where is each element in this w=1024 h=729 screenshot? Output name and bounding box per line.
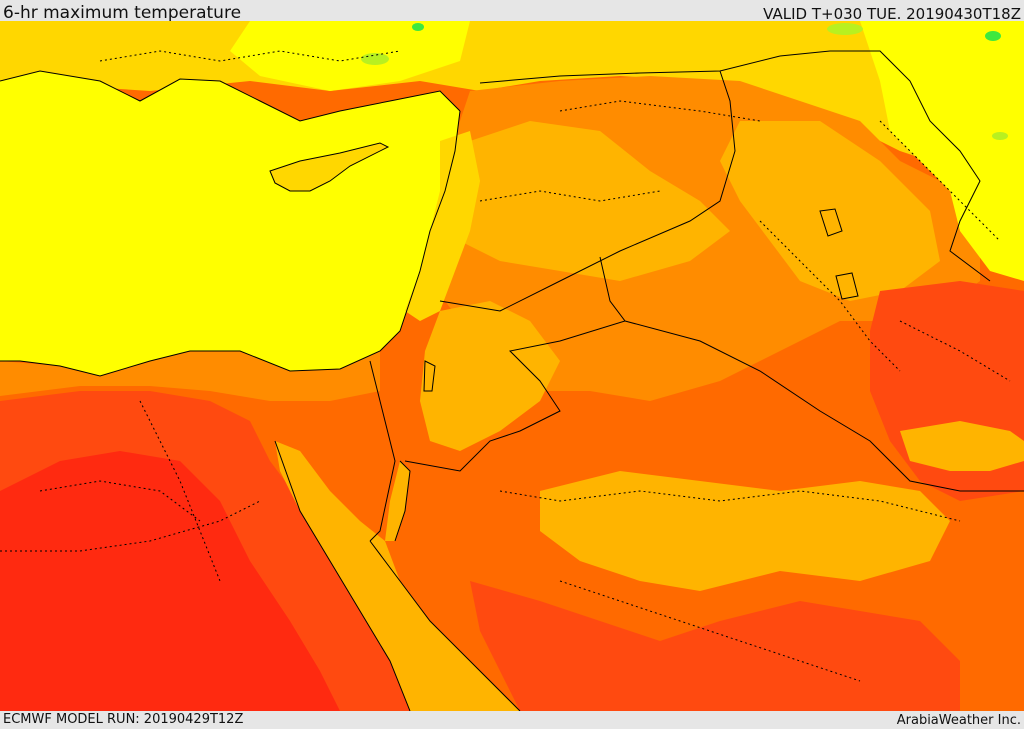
saudi-province-line-1 bbox=[499, 490, 961, 522]
province-lines bbox=[0, 50, 1011, 682]
egypt-province-line-2 bbox=[39, 480, 201, 522]
gulf-of-aqaba bbox=[385, 461, 410, 541]
egypt-province-line-3 bbox=[139, 400, 221, 582]
syria-province-line bbox=[479, 190, 661, 202]
mediterranean-coastline bbox=[0, 110, 461, 377]
saudi-red-zone bbox=[470, 581, 960, 711]
boundary-lines bbox=[0, 50, 1024, 711]
syria-iraq-border bbox=[439, 70, 736, 312]
lake-outline-2 bbox=[835, 272, 859, 300]
turkey-province-line-1 bbox=[559, 100, 761, 122]
aqaba-coast bbox=[394, 460, 411, 542]
green-spot-1 bbox=[361, 53, 389, 65]
credit: ArabiaWeather Inc. bbox=[896, 713, 1021, 728]
egypt-province-line-1 bbox=[0, 500, 261, 552]
sinai-coast bbox=[369, 360, 396, 542]
temperature-map bbox=[0, 21, 1024, 711]
temperature-map-canvas bbox=[0, 21, 1024, 711]
jordan-saudi-border bbox=[404, 256, 626, 472]
iraq-amber bbox=[720, 121, 940, 301]
turkey-yellow bbox=[230, 21, 470, 91]
cyprus-outline bbox=[269, 142, 390, 192]
green-spot-3 bbox=[985, 31, 1001, 41]
northeast-yellow bbox=[860, 21, 1024, 281]
syria-amber bbox=[450, 121, 730, 281]
syria-turkey-border bbox=[479, 55, 781, 84]
green-spot-4 bbox=[412, 23, 424, 31]
iraq-saudi-border bbox=[624, 320, 1024, 492]
lake-outline-1 bbox=[819, 208, 843, 237]
dead-sea-outline bbox=[423, 360, 436, 392]
green-spot-5 bbox=[992, 132, 1008, 140]
iraq-iran-border bbox=[779, 50, 991, 282]
levant-coast-gold bbox=[405, 131, 480, 321]
red-sea bbox=[275, 441, 520, 711]
red-sea-west-coast bbox=[274, 440, 411, 711]
gulf-province-line bbox=[899, 320, 1011, 382]
cyprus-island bbox=[270, 143, 388, 191]
persian-gulf bbox=[900, 421, 1024, 471]
egypt-red-core bbox=[0, 451, 340, 711]
jordan-amber bbox=[420, 301, 560, 451]
green-spot-2 bbox=[827, 23, 863, 35]
model-run: ECMWF MODEL RUN: 20190429T12Z bbox=[3, 712, 244, 727]
turkey-coastline bbox=[0, 70, 461, 122]
egypt-orange-strip bbox=[0, 351, 380, 401]
iran-province-line bbox=[879, 120, 1001, 242]
turkey-province-line-2 bbox=[99, 50, 401, 62]
red-sea-east-coast bbox=[369, 540, 521, 711]
map-title: 6-hr maximum temperature bbox=[3, 3, 242, 23]
valid-time: VALID T+030 TUE. 20190430T18Z bbox=[763, 5, 1021, 23]
mediterranean-sea bbox=[0, 71, 460, 376]
saudi-amber bbox=[540, 471, 950, 591]
